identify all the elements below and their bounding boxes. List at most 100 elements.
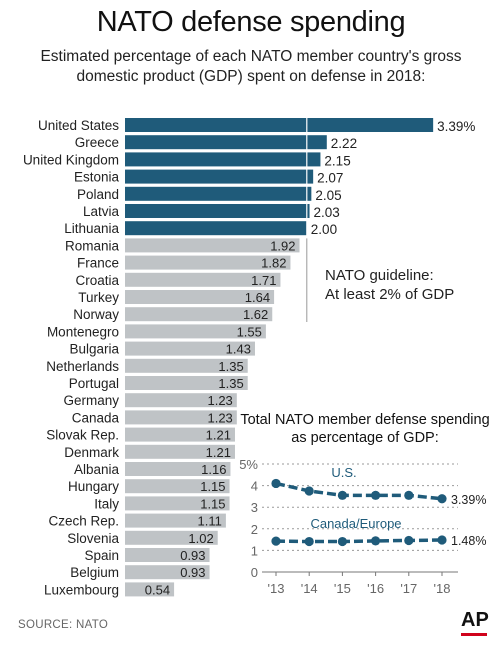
y-tick-label: 0 (251, 565, 258, 580)
bar (125, 238, 300, 253)
bar (125, 152, 321, 167)
line-chart: Total NATO member defense spending as pe… (239, 412, 489, 596)
guideline-group: NATO guideline: At least 2% of GDP (306, 116, 454, 322)
category-label: Netherlands (46, 359, 119, 374)
y-tick-label: 3 (251, 500, 258, 515)
data-label: 1.82 (261, 256, 286, 271)
data-label: 1.23 (207, 410, 232, 425)
data-label: 2.03 (314, 205, 340, 220)
data-label: 1.64 (245, 290, 270, 305)
data-label: 1.55 (237, 324, 262, 339)
x-tick-label: '17 (400, 581, 417, 596)
data-label: 2.00 (311, 222, 337, 237)
category-label: Montenegro (47, 324, 119, 339)
line-chart-grid: 0 1 2 3 4 5% (239, 457, 458, 580)
y-tick-label: 2 (251, 522, 258, 537)
series-point (371, 536, 381, 546)
bar (125, 444, 235, 459)
category-label: Hungary (68, 479, 119, 494)
category-label: Slovenia (67, 531, 119, 546)
data-label: 1.35 (218, 359, 243, 374)
data-label: 3.39% (437, 119, 475, 134)
category-label: Spain (84, 548, 119, 563)
category-label: Luxembourg (44, 582, 119, 597)
series-name-label: U.S. (331, 465, 356, 480)
series-end-label: 1.48% (451, 534, 486, 548)
series-point (337, 536, 347, 547)
category-label: Greece (75, 135, 119, 150)
data-label: 2.05 (315, 188, 341, 203)
category-label: France (77, 256, 119, 271)
series-name-label: Canada/Europe (310, 516, 401, 531)
category-label: Canada (72, 410, 120, 425)
series-point (437, 494, 447, 504)
bar (125, 513, 226, 528)
x-tick-label: '13 (268, 581, 285, 596)
category-label: United Kingdom (23, 152, 119, 167)
bar (125, 410, 237, 425)
x-tick-label: '15 (334, 581, 351, 596)
bar (125, 186, 312, 201)
data-label: 1.15 (200, 496, 225, 511)
bar (125, 358, 248, 373)
series-point (271, 478, 281, 489)
category-label: Portugal (69, 376, 119, 391)
data-label: 1.23 (207, 393, 232, 408)
data-label: 1.16 (201, 462, 226, 477)
bar (125, 548, 210, 562)
series-point (404, 490, 414, 500)
category-label: Italy (94, 496, 119, 511)
data-label: 2.15 (324, 153, 350, 168)
category-label: Bulgaria (69, 342, 119, 357)
x-tick-label: '16 (367, 581, 384, 596)
category-label: Romania (65, 238, 120, 253)
chart-title: NATO defense spending (96, 6, 406, 38)
line-chart-x-axis: '13 '14 '15 '16 '17 '18 (262, 571, 458, 596)
line-chart-series: 3.39% U.S. 1.48% Canada/Europe (271, 465, 486, 548)
data-label: 0.93 (180, 565, 205, 580)
series-point (304, 536, 314, 547)
bar (125, 204, 310, 218)
data-label: 0.93 (180, 548, 205, 563)
category-label: Norway (73, 307, 119, 322)
bar (125, 169, 314, 184)
ap-logo-text: AP (461, 609, 489, 631)
data-label: 1.35 (218, 376, 243, 391)
data-label: 2.07 (317, 171, 343, 186)
data-label: 1.43 (226, 342, 251, 357)
y-tick-label: 1 (251, 543, 258, 558)
category-label: Latvia (83, 204, 120, 219)
bar (125, 393, 237, 408)
category-label: Estonia (74, 170, 120, 185)
ap-logo: AP (461, 609, 489, 636)
bar (125, 221, 307, 236)
series-point (404, 535, 414, 546)
bar (125, 307, 273, 322)
x-tick-label: '18 (434, 581, 451, 596)
data-label: 1.71 (251, 273, 276, 288)
series-line (275, 538, 443, 544)
category-label: Turkey (78, 290, 119, 305)
bar (125, 272, 281, 287)
category-label: Croatia (75, 273, 119, 288)
bar (125, 427, 235, 442)
data-label: 1.21 (206, 445, 231, 460)
data-label: 0.54 (145, 582, 170, 597)
line-chart-title-line2: as percentage of GDP: (291, 430, 439, 446)
line-chart-title: Total NATO member defense spending (240, 412, 489, 428)
category-label: Belgium (70, 565, 119, 580)
category-label: Albania (74, 462, 120, 477)
bar (125, 496, 230, 511)
category-label: United States (38, 118, 119, 133)
bar (125, 462, 231, 476)
bar (125, 479, 230, 494)
data-label: 1.92 (270, 238, 295, 253)
series-point (271, 536, 281, 546)
bar (125, 582, 175, 597)
guideline-label-value: At least 2% of GDP (325, 286, 454, 303)
bar (125, 255, 291, 270)
series-point (337, 490, 347, 500)
category-label: Denmark (64, 445, 119, 460)
bar (125, 290, 275, 304)
